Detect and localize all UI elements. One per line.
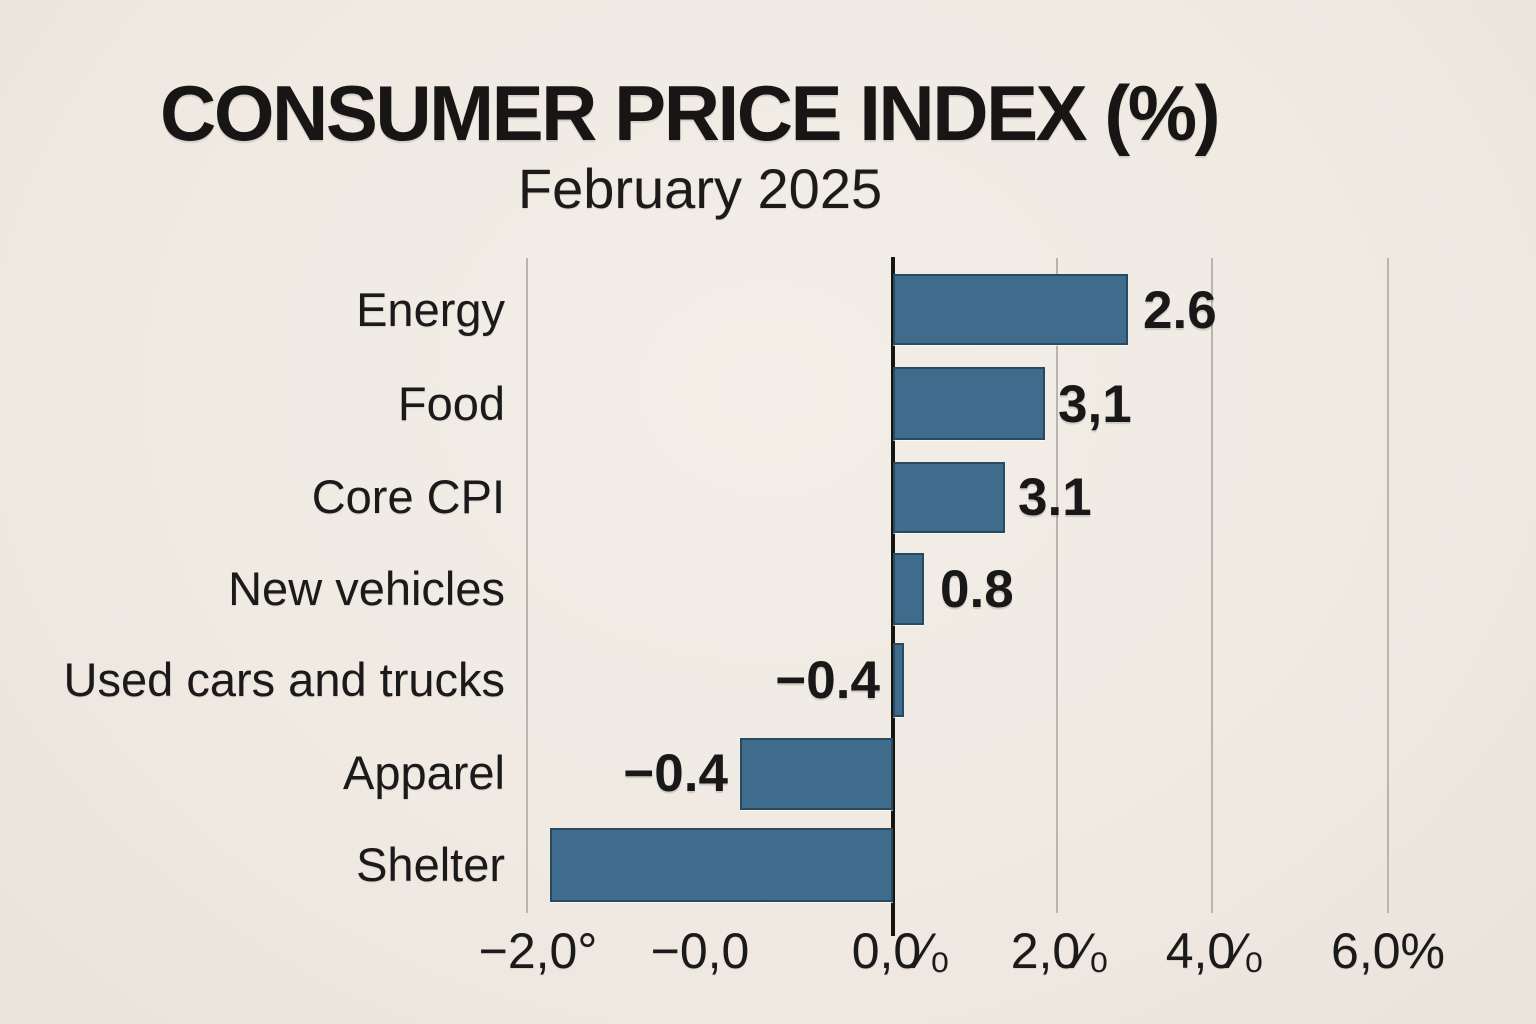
category-label-energy: Energy bbox=[356, 283, 505, 336]
value-label-core-cpi: 3.1 bbox=[1018, 468, 1092, 527]
chart-title: CONSUMER PRICE INDEX (%) bbox=[160, 69, 1221, 157]
gridline bbox=[1387, 258, 1389, 913]
bar-shelter bbox=[550, 828, 893, 902]
x-tick-label-0: −2,0° bbox=[478, 923, 598, 979]
category-label-core-cpi: Core CPI bbox=[311, 470, 505, 523]
bar-food bbox=[893, 367, 1045, 440]
x-tick-label-4: 4,0⁄₀ bbox=[1165, 923, 1265, 979]
category-label-new-vehicles: New vehicles bbox=[228, 562, 505, 615]
chart-subtitle: February 2025 bbox=[517, 157, 883, 220]
x-tick-label-1: −0,0 bbox=[650, 923, 750, 979]
bar-core-cpi bbox=[893, 462, 1005, 533]
gridline bbox=[526, 258, 528, 913]
x-tick-label-2: 0,0⁄₀ bbox=[851, 923, 951, 979]
category-label-shelter: Shelter bbox=[356, 838, 505, 891]
category-label-apparel: Apparel bbox=[343, 746, 505, 799]
value-label-used-cars-and-trucks: −0.4 bbox=[775, 651, 880, 710]
category-label-used-cars-and-trucks: Used cars and trucks bbox=[63, 653, 505, 706]
value-label-food: 3,1 bbox=[1058, 375, 1132, 434]
bar-new-vehicles bbox=[893, 553, 924, 625]
bar-apparel bbox=[740, 738, 893, 810]
bar-used-cars-and-trucks bbox=[893, 643, 904, 717]
x-tick-label-3: 2,0⁄₀ bbox=[1010, 923, 1110, 979]
gridline bbox=[1211, 258, 1213, 913]
bar-energy bbox=[893, 274, 1128, 345]
value-label-new-vehicles: 0.8 bbox=[940, 560, 1014, 619]
category-label-food: Food bbox=[397, 377, 505, 430]
x-tick-label-5: 6,0% bbox=[1331, 923, 1445, 979]
value-label-apparel: −0.4 bbox=[623, 744, 728, 803]
value-label-energy: 2.6 bbox=[1143, 281, 1217, 340]
gridline bbox=[1056, 258, 1058, 913]
